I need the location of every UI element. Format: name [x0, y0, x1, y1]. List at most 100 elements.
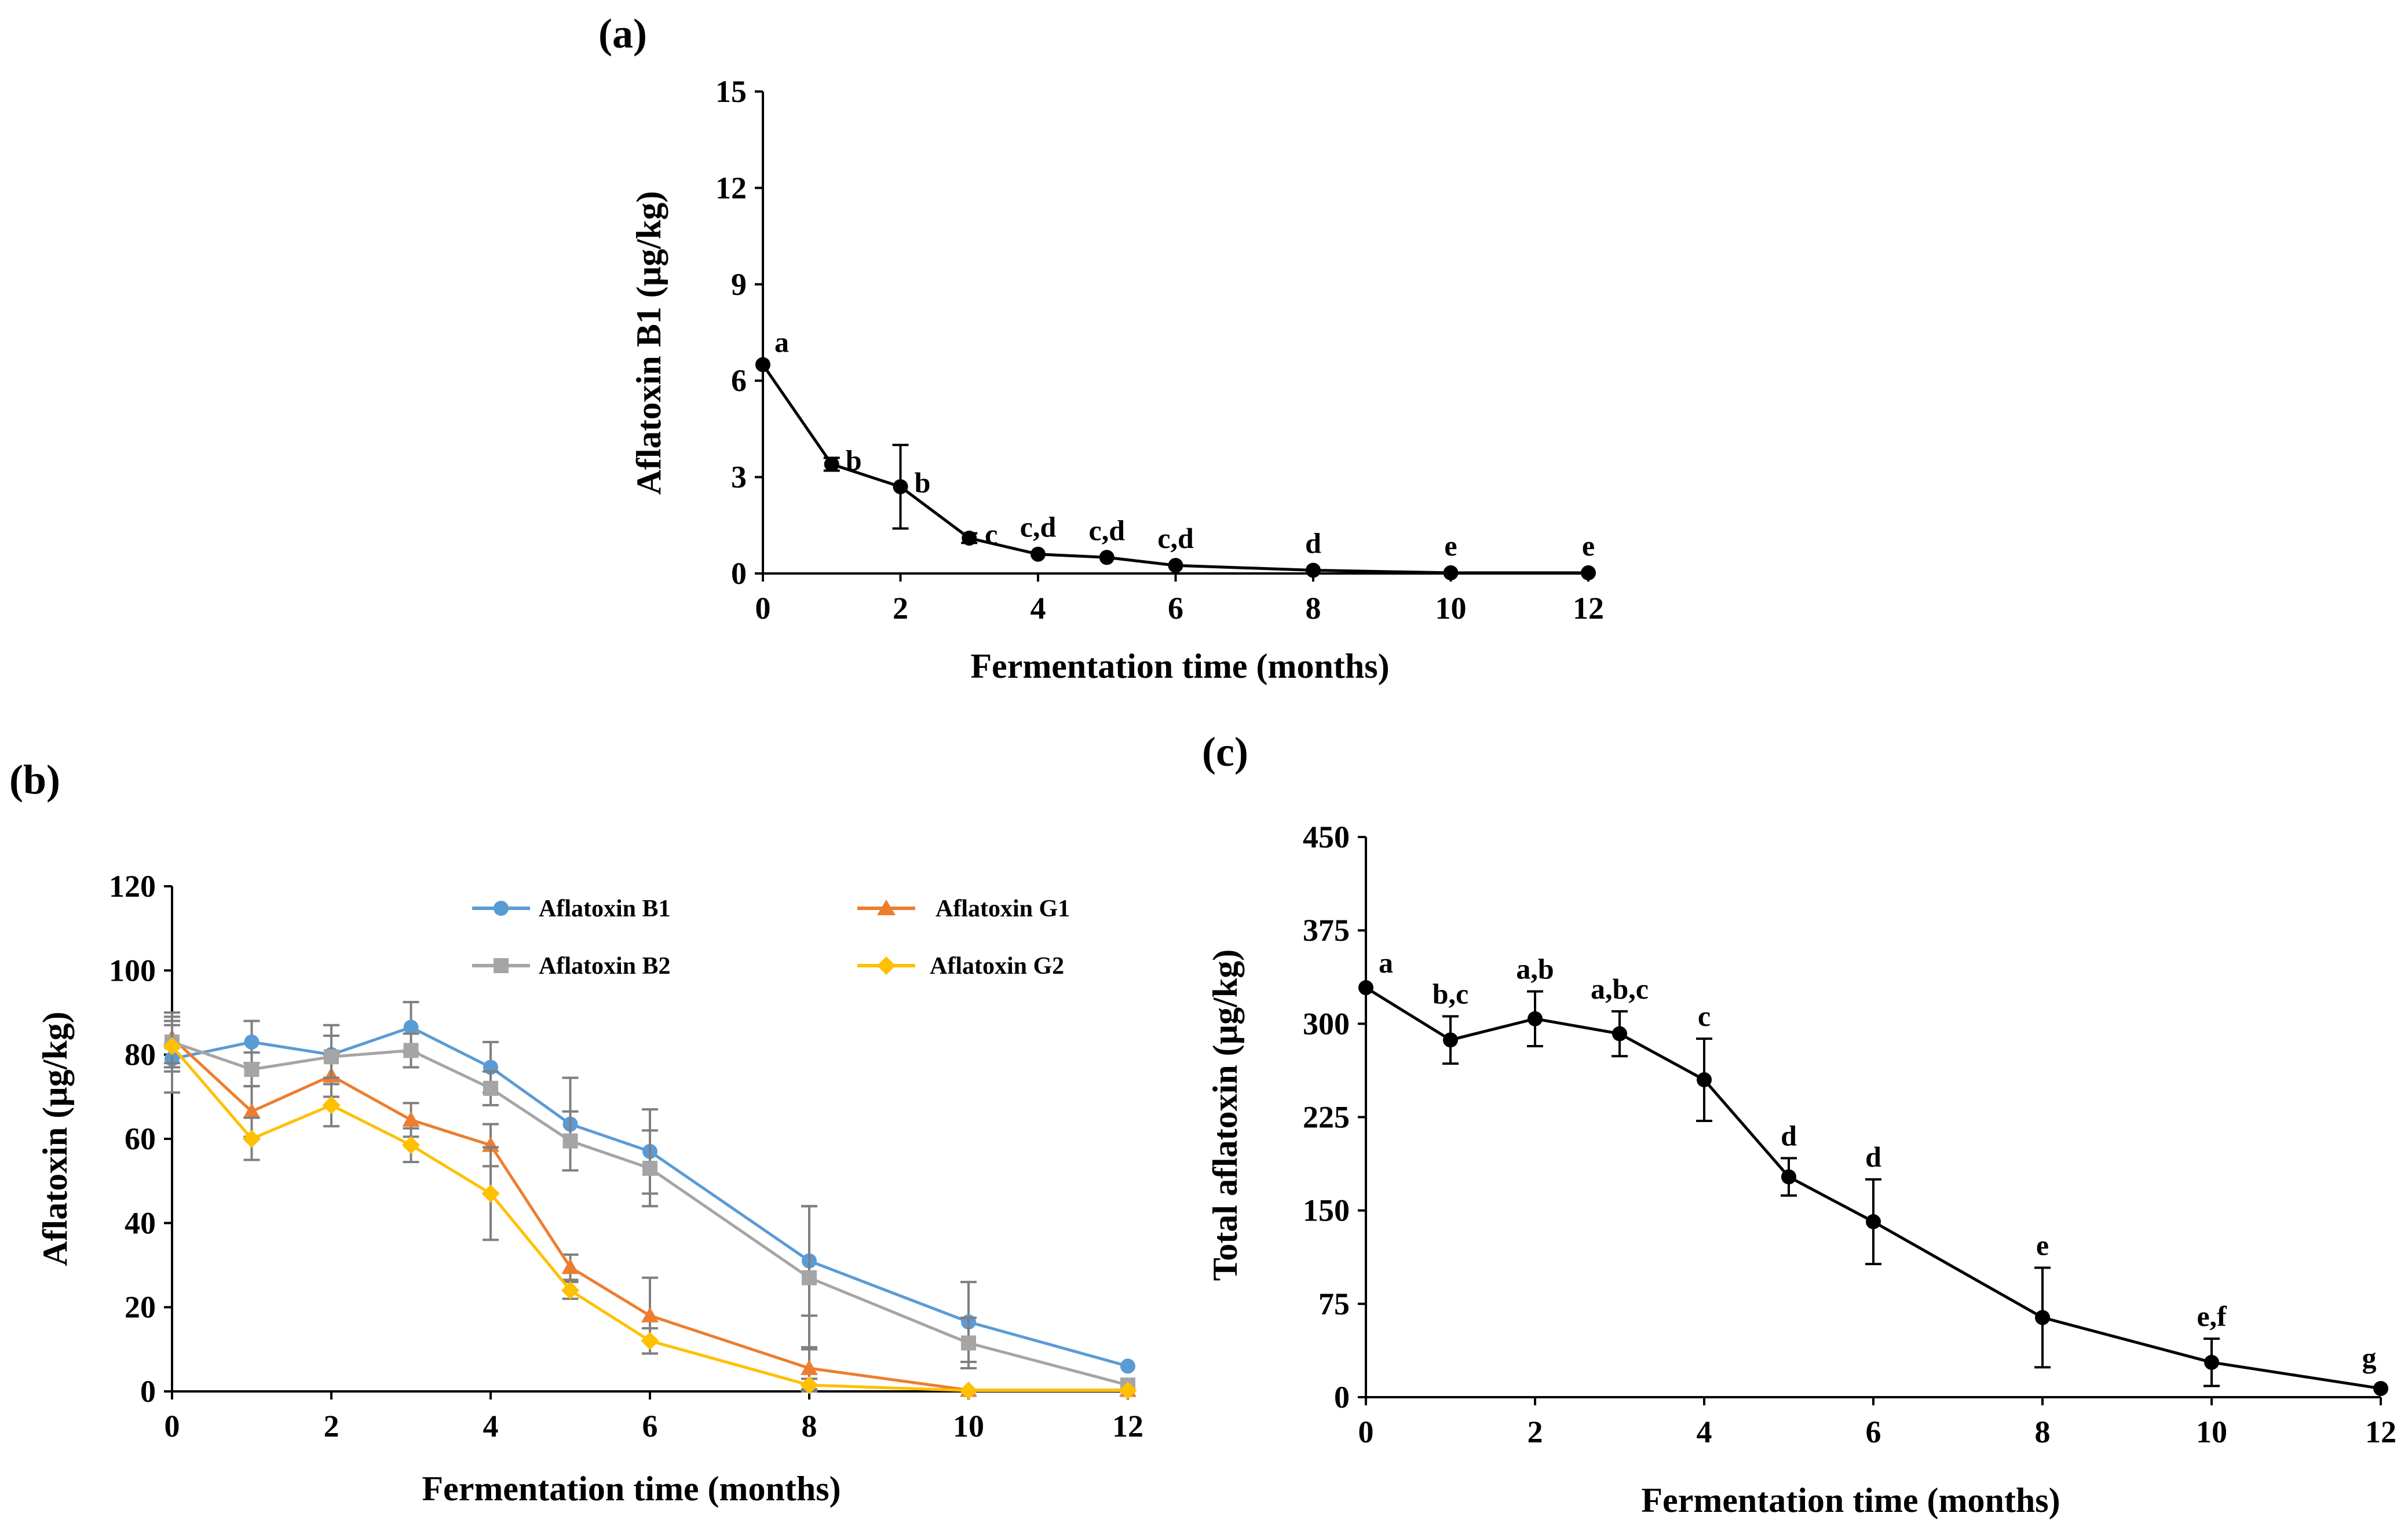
y-tick-label: 150: [1303, 1193, 1350, 1228]
data-point: [244, 1062, 260, 1077]
legend-label-aflatoxin-g1: Aflatoxin G1: [936, 896, 1070, 922]
y-tick-label: 225: [1303, 1100, 1350, 1135]
data-point: [324, 1049, 339, 1065]
legend-item-aflatoxin-g2: Aflatoxin G2: [857, 953, 1064, 980]
significance-label: e,f: [2197, 1300, 2227, 1332]
panel-b-xlabel: Fermentation time (months): [422, 1470, 841, 1508]
significance-label: a: [774, 326, 789, 358]
series-aflatoxin-g2: [163, 1020, 1137, 1400]
data-point: [755, 357, 770, 372]
data-point: [1781, 1169, 1796, 1185]
data-point: [642, 1160, 657, 1176]
panel-c: (c) Fermentation time (months) Total afl…: [1202, 729, 2396, 1519]
legend-marker-aflatoxin-b2: [494, 958, 509, 973]
y-tick-label: 0: [1334, 1380, 1350, 1415]
data-point: [1099, 550, 1115, 565]
y-tick-label: 60: [125, 1121, 156, 1156]
significance-label: d: [1781, 1119, 1797, 1152]
legend-item-aflatoxin-b2: Aflatoxin B2: [472, 953, 671, 980]
x-tick-label: 6: [1168, 591, 1183, 626]
y-tick-label: 12: [715, 170, 747, 205]
x-tick-label: 6: [642, 1409, 658, 1444]
panel-b-legend: Aflatoxin B1 Aflatoxin G1 Aflatoxin B2 A…: [472, 896, 1070, 980]
x-tick-label: 8: [1306, 591, 1321, 626]
series-total-aflatoxin: a b,c a,b a,b,c c d d e e,f g: [1358, 947, 2388, 1396]
panel-a-xlabel: Fermentation time (months): [970, 647, 1389, 685]
data-point: [244, 1034, 260, 1050]
panel-b: (b) Fermentation time (months) Aflatoxin…: [9, 757, 1143, 1508]
data-point: [1031, 546, 1046, 562]
data-point: [641, 1307, 659, 1322]
x-tick-label: 8: [2035, 1415, 2051, 1449]
significance-label: e: [1444, 529, 1457, 562]
x-tick-label: 0: [1358, 1415, 1374, 1449]
data-point: [1866, 1214, 1881, 1230]
significance-label: b: [915, 466, 931, 499]
x-tick-label: 4: [1031, 591, 1046, 626]
x-tick-label: 4: [1697, 1415, 1712, 1449]
significance-label: c,d: [1020, 511, 1057, 543]
data-point: [1612, 1026, 1627, 1042]
panel-c-label: (c): [1202, 729, 1248, 775]
x-tick-label: 6: [1866, 1415, 1881, 1449]
significance-label: c: [985, 518, 997, 550]
data-point: [403, 1043, 419, 1058]
data-point: [242, 1130, 261, 1148]
legend-marker-aflatoxin-g1: [877, 900, 896, 915]
x-tick-label: 12: [1112, 1409, 1143, 1444]
x-tick-label: 2: [1528, 1415, 1543, 1449]
data-point: [1581, 565, 1596, 580]
y-tick-label: 375: [1303, 913, 1350, 948]
data-point: [481, 1184, 500, 1203]
series-aflatoxin-b1: a b b c c,d c,d c,d d e e: [755, 326, 1596, 580]
panel-b-label: (b): [9, 757, 60, 803]
y-tick-label: 100: [109, 953, 156, 988]
data-point: [1120, 1358, 1135, 1374]
panel-b-plot: 0 20 40 60 80 100 120 0 2 4 6 8 10 12: [109, 869, 1143, 1444]
series-line: [171, 1036, 1128, 1392]
x-tick-label: 0: [165, 1409, 180, 1444]
data-point: [1306, 562, 1321, 578]
significance-label: b,c: [1433, 977, 1469, 1010]
significance-label: d: [1865, 1141, 1881, 1173]
significance-label: a,b: [1516, 952, 1554, 985]
panel-a: (a) Fermentation time (months) Aflatoxin…: [598, 10, 1604, 685]
data-point: [801, 1360, 818, 1375]
y-tick-label: 3: [731, 460, 747, 495]
y-tick-label: 40: [125, 1205, 156, 1240]
x-tick-label: 10: [2196, 1415, 2227, 1449]
panel-a-plot: 0 3 6 9 12 15 0 2 4 6 8 10 12 a b b c c,d c,d c,d d e e: [715, 74, 1604, 626]
series-line: [1365, 986, 2381, 1390]
data-point: [824, 456, 839, 472]
significance-label: d: [1305, 527, 1321, 559]
x-tick-label: 2: [324, 1409, 339, 1444]
series-line: [171, 1025, 1128, 1368]
y-tick-label: 80: [125, 1037, 156, 1072]
data-point: [1443, 565, 1459, 580]
legend-label-aflatoxin-g2: Aflatoxin G2: [930, 953, 1064, 980]
y-tick-label: 0: [140, 1374, 156, 1409]
data-point: [2373, 1380, 2388, 1396]
legend-marker-aflatoxin-g2: [877, 956, 896, 975]
data-point: [1443, 1032, 1458, 1048]
significance-label: a,b,c: [1591, 973, 1649, 1005]
data-point: [962, 530, 977, 546]
significance-label: g: [2362, 1342, 2377, 1374]
data-point: [2204, 1354, 2219, 1370]
y-tick-label: 20: [125, 1290, 156, 1325]
legend-marker-aflatoxin-b1: [494, 901, 509, 916]
legend-item-aflatoxin-b1: Aflatoxin B1: [472, 896, 671, 922]
panel-a-label: (a): [598, 10, 647, 57]
x-tick-label: 10: [953, 1409, 984, 1444]
panel-c-plot: 0 75 150 225 300 375 450 0 2 4 6 8 10 12 a b,c a,b a,b,c c…: [1303, 820, 2396, 1449]
data-point: [1697, 1072, 1712, 1088]
x-tick-label: 12: [2365, 1415, 2396, 1449]
y-tick-label: 9: [731, 267, 747, 302]
data-point: [562, 1133, 578, 1149]
data-point: [961, 1335, 976, 1351]
data-point: [1168, 558, 1183, 573]
data-point: [800, 1376, 818, 1394]
y-tick-label: 0: [731, 556, 747, 591]
y-tick-label: 450: [1303, 820, 1350, 854]
